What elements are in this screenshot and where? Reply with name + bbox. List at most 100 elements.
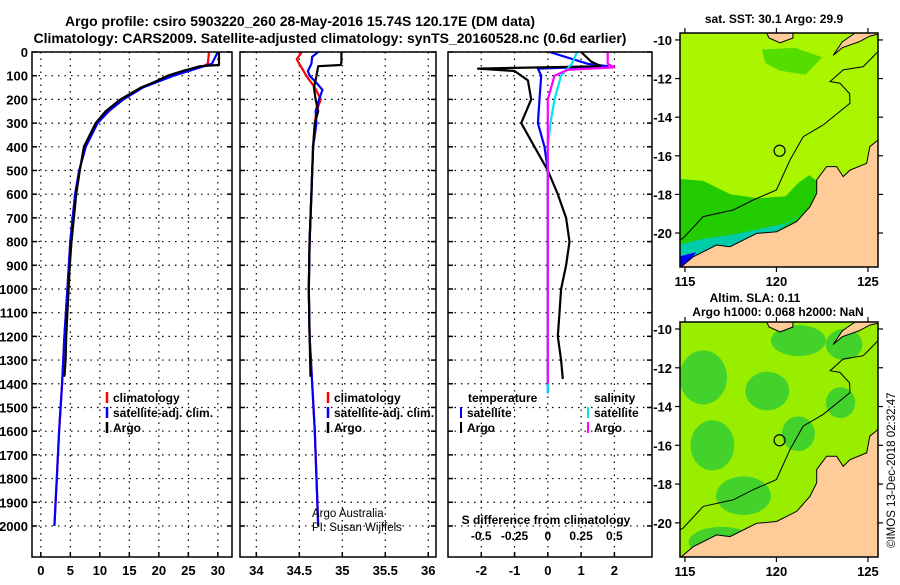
s-diff-tick-label: 0 <box>544 529 551 543</box>
y-tick-label: 1500 <box>0 400 28 415</box>
legend-label-t-argo: Argo <box>467 421 495 435</box>
map-frame <box>679 321 879 558</box>
x-tick-label: 10 <box>93 563 107 578</box>
s-difference-axis-label: S difference from climatology <box>462 513 631 527</box>
series-line-argo <box>307 52 343 377</box>
sla-map-title: Altim. SLA: 0.11 <box>710 291 801 305</box>
y-tick-label: 1800 <box>0 472 28 487</box>
x-tick-label: -2 <box>475 563 487 578</box>
sla-color-region <box>716 476 771 516</box>
y-tick-label: 800 <box>6 235 28 250</box>
sla-color-region <box>825 329 863 360</box>
y-tick-label: 1000 <box>0 282 28 297</box>
lon-tick-label: 125 <box>857 274 879 289</box>
x-tick-label: 20 <box>152 563 166 578</box>
lon-tick-label: 120 <box>766 274 788 289</box>
y-tick-label: 400 <box>6 140 28 155</box>
argo-position-marker <box>773 144 786 157</box>
x-tick-label: 34.5 <box>287 563 312 578</box>
s-diff-tick-label: 0.5 <box>606 529 623 543</box>
plot-frame <box>447 51 653 558</box>
x-tick-label: 0 <box>544 563 551 578</box>
plot-frame <box>31 51 233 558</box>
sst-color-region <box>680 252 696 267</box>
legend-label-t-satellite: satellite <box>467 406 512 420</box>
x-tick-label: 30 <box>211 563 225 578</box>
sst-map: -10 -12 -14 -16 -18 -20 115 120 125 <box>653 28 883 289</box>
x-tick-label: 0 <box>37 563 44 578</box>
y-tick-label: 1200 <box>0 329 28 344</box>
y-tick-label: 900 <box>6 258 28 273</box>
lat-tick-label: -18 <box>653 477 672 492</box>
sla-map: -10 -12 -14 -16 -18 -20 115 120 125 <box>653 317 883 579</box>
difference-legend: temperature salinity satellite Argo sate… <box>460 391 639 435</box>
legend-label-s-argo: Argo <box>594 421 622 435</box>
y-tick-label: 0 <box>21 45 28 60</box>
legend-title-temperature: temperature <box>468 391 538 405</box>
sla-color-region <box>770 325 826 357</box>
lon-tick-label: 125 <box>857 564 879 579</box>
copyright-stamp: ©IMOS 13-Dec-2018 02:32:47 <box>886 392 898 548</box>
lat-tick-label: -12 <box>653 361 672 376</box>
lat-tick-label: -14 <box>653 400 673 415</box>
x-tick-label: 2 <box>611 563 618 578</box>
x-tick-label: 25 <box>181 563 195 578</box>
legend-label-satellite: satellite-adj. clim. <box>334 406 434 420</box>
temperature-panel: 0100200300400500600700800900100011001200… <box>0 45 233 585</box>
x-tick-label: 35 <box>335 563 349 578</box>
credit-line1: Argo Australia <box>312 508 384 520</box>
y-tick-label: 500 <box>6 163 28 178</box>
lat-tick-label: -20 <box>653 516 672 531</box>
sla-map-subtitle: Argo h1000: 0.068 h2000: NaN <box>692 305 863 319</box>
s-diff-tick-label: -0.25 <box>501 529 529 543</box>
series-line-satellite-adj-clim- <box>306 51 324 527</box>
map-frame <box>679 32 879 268</box>
legend-title-salinity: salinity <box>594 391 636 405</box>
lon-tick-label: 115 <box>674 564 695 579</box>
x-tick-label: -1 <box>509 563 521 578</box>
legend-label-argo: Argo <box>334 421 362 435</box>
figure-title-line1: Argo profile: csiro 5903220_260 28-May-2… <box>65 13 535 29</box>
y-tick-label: 300 <box>6 116 28 131</box>
lat-tick-label: -10 <box>653 33 672 48</box>
series-line-s-argo <box>546 52 616 384</box>
y-tick-label: 100 <box>6 69 28 84</box>
legend-label-s-satellite: satellite <box>594 406 639 420</box>
x-tick-label: 35.5 <box>373 563 398 578</box>
y-tick-label: 1700 <box>0 448 28 463</box>
argo-position-marker <box>773 434 786 447</box>
lat-tick-label: -10 <box>653 322 672 337</box>
sst-color-region <box>761 47 823 75</box>
sla-color-region <box>745 371 790 411</box>
lon-tick-label: 120 <box>766 564 788 579</box>
sla-color-region <box>679 350 728 405</box>
lat-tick-label: -12 <box>653 72 672 87</box>
bathymetry-contour <box>679 51 879 241</box>
lat-tick-label: -18 <box>653 187 672 202</box>
series-line-argo <box>63 52 221 377</box>
sst-color-region <box>680 213 803 267</box>
legend-label-climatology: climatology <box>113 391 180 405</box>
lat-tick-label: -16 <box>653 438 672 453</box>
y-tick-label: 1900 <box>0 495 28 510</box>
sla-color-region <box>690 420 735 471</box>
lat-tick-label: -16 <box>653 149 672 164</box>
x-tick-label: 5 <box>67 563 74 578</box>
x-tick-label: 36 <box>421 563 435 578</box>
sla-color-region <box>825 387 856 419</box>
lat-tick-label: -14 <box>653 110 673 125</box>
y-tick-label: 1300 <box>0 353 28 368</box>
salinity-legend: climatology satellite-adj. clim. Argo <box>326 391 434 435</box>
x-tick-label: 34 <box>249 563 264 578</box>
series-line-s-satellite <box>546 51 579 394</box>
legend-label-argo: Argo <box>113 421 141 435</box>
y-tick-label: 200 <box>6 92 28 107</box>
s-diff-tick-label: 0.25 <box>569 529 593 543</box>
legend-label-climatology: climatology <box>334 391 401 405</box>
y-tick-label: 1600 <box>0 424 28 439</box>
temperature-legend: climatology satellite-adj. clim. Argo <box>105 391 213 435</box>
y-tick-label: 2000 <box>0 519 28 534</box>
